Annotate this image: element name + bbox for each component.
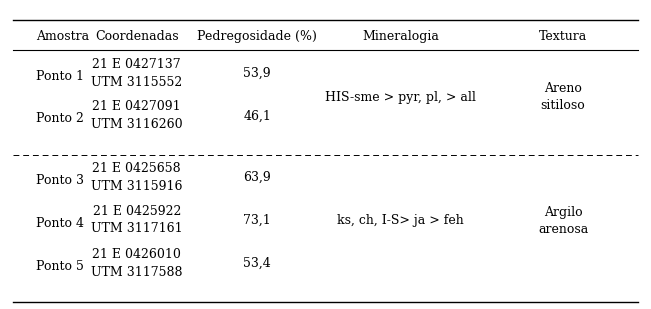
Text: Ponto 5: Ponto 5 <box>36 260 84 273</box>
Text: Ponto 1: Ponto 1 <box>36 70 84 83</box>
Text: HIS-sme > pyr, pl, > all: HIS-sme > pyr, pl, > all <box>325 91 476 104</box>
Text: 21 E 0425922: 21 E 0425922 <box>92 205 181 218</box>
Text: Mineralogia: Mineralogia <box>362 30 439 43</box>
Text: 73,1: 73,1 <box>243 214 271 226</box>
Text: ks, ch, I-S> ja > feh: ks, ch, I-S> ja > feh <box>337 214 464 227</box>
Text: UTM 3115916: UTM 3115916 <box>91 180 182 193</box>
Text: 46,1: 46,1 <box>243 109 271 122</box>
Text: 21 E 0427137: 21 E 0427137 <box>92 58 181 71</box>
Text: Textura: Textura <box>539 30 587 43</box>
Text: sitiloso: sitiloso <box>541 99 585 112</box>
Text: UTM 3115552: UTM 3115552 <box>91 76 182 89</box>
Text: UTM 3116260: UTM 3116260 <box>91 118 182 131</box>
Text: Pedregosidade (%): Pedregosidade (%) <box>197 30 317 43</box>
Text: Amostra: Amostra <box>36 30 89 43</box>
Text: 53,9: 53,9 <box>243 67 271 80</box>
Text: Ponto 2: Ponto 2 <box>36 112 84 125</box>
Text: Ponto 3: Ponto 3 <box>36 174 84 187</box>
Text: Areno: Areno <box>544 82 582 95</box>
Text: 53,4: 53,4 <box>243 257 271 270</box>
Text: Ponto 4: Ponto 4 <box>36 217 84 230</box>
Text: 21 E 0426010: 21 E 0426010 <box>92 248 181 261</box>
Text: 21 E 0425658: 21 E 0425658 <box>92 162 181 175</box>
Text: Argilo: Argilo <box>544 206 583 219</box>
Text: 21 E 0427091: 21 E 0427091 <box>92 100 181 113</box>
Text: Coordenadas: Coordenadas <box>95 30 178 43</box>
Text: UTM 3117588: UTM 3117588 <box>91 266 182 279</box>
Text: arenosa: arenosa <box>538 223 589 236</box>
Text: 63,9: 63,9 <box>243 171 271 184</box>
Text: UTM 3117161: UTM 3117161 <box>91 222 182 235</box>
